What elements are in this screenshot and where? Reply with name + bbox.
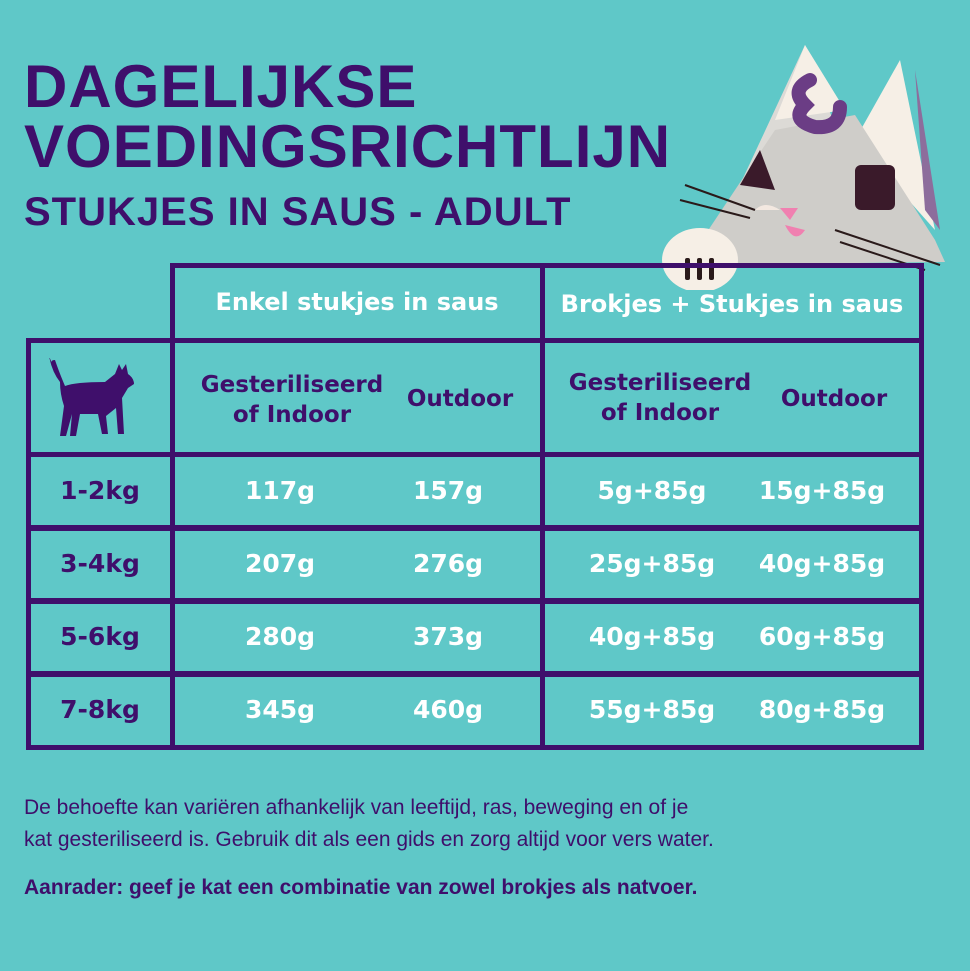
- subheader-outdoor-1: Outdoor: [406, 386, 514, 412]
- table-cell: [540, 671, 924, 750]
- weight-label: 1-2kg: [60, 476, 140, 505]
- title-line1: DAGELIJKSE: [24, 53, 418, 120]
- cat-silhouette-icon: [49, 358, 134, 436]
- portion-value: 80g+85g: [758, 695, 886, 724]
- cat-mascot-illustration: [662, 45, 945, 290]
- portion-value: 5g+85g: [597, 476, 707, 505]
- subheader-sterilised-1: Gesteriliseerd of Indoor: [200, 372, 384, 428]
- table-cell: [170, 525, 545, 604]
- portion-value: 117g: [244, 476, 316, 505]
- portion-value: 55g+85g: [588, 695, 716, 724]
- portion-value: 60g+85g: [758, 622, 886, 651]
- portion-value: 40g+85g: [588, 622, 716, 651]
- footer-line1: De behoefte kan variëren afhankelijk van…: [24, 796, 689, 819]
- weight-label: 5-6kg: [60, 622, 140, 651]
- subheader-outdoor-2: Outdoor: [780, 386, 888, 412]
- subheader-sterilised-2: Gesteriliseerd of Indoor: [568, 370, 752, 426]
- table-cell: [170, 598, 545, 677]
- portion-value: 207g: [244, 549, 316, 578]
- subtitle: STUKJES IN SAUS - ADULT: [24, 190, 572, 234]
- portion-value: 276g: [412, 549, 484, 578]
- footer-line2: kat gesteriliseerd is. Gebruik dit als e…: [24, 828, 714, 851]
- weight-label: 3-4kg: [60, 549, 140, 578]
- table-cell: [170, 671, 545, 750]
- group-label-brokjes: Brokjes + Stukjes in saus: [560, 290, 904, 318]
- portion-value: 460g: [412, 695, 484, 724]
- portion-value: 280g: [244, 622, 316, 651]
- portion-value: 345g: [244, 695, 316, 724]
- portion-value: 25g+85g: [588, 549, 716, 578]
- portion-value: 157g: [412, 476, 484, 505]
- portion-value: 15g+85g: [758, 476, 886, 505]
- group-label-enkel: Enkel stukjes in saus: [215, 288, 499, 316]
- portion-value: 373g: [412, 622, 484, 651]
- weight-label: 7-8kg: [60, 695, 140, 724]
- footer-tip: Aanrader: geef je kat een combinatie van…: [24, 876, 698, 899]
- title-line2: VOEDINGSRICHTLIJN: [24, 113, 672, 180]
- table-cell: [170, 452, 545, 531]
- portion-value: 40g+85g: [758, 549, 886, 578]
